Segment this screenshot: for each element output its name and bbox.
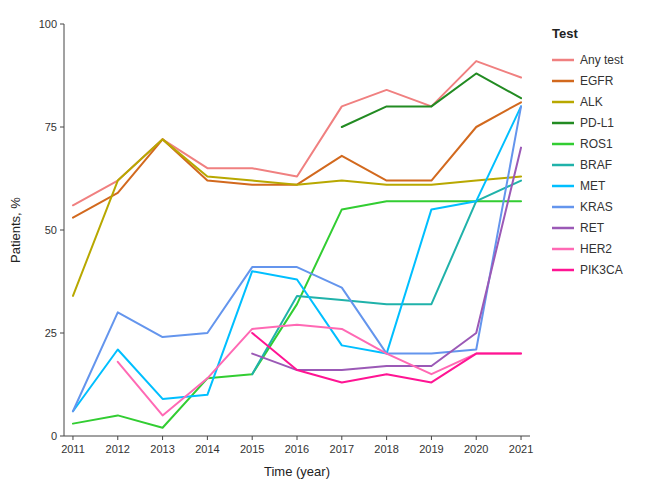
legend-swatch bbox=[552, 206, 574, 209]
legend-entry: ROS1 bbox=[580, 137, 613, 151]
legend-swatch bbox=[552, 185, 574, 188]
series-line bbox=[252, 333, 521, 382]
x-tick-label: 2017 bbox=[330, 443, 354, 455]
x-tick-label: 2018 bbox=[374, 443, 398, 455]
x-tick-label: 2011 bbox=[61, 443, 85, 455]
y-tick-label: 0 bbox=[51, 430, 57, 442]
x-tick bbox=[521, 436, 522, 440]
y-tick bbox=[60, 127, 64, 128]
y-tick bbox=[60, 436, 64, 437]
x-tick bbox=[117, 436, 118, 440]
x-tick-label: 2015 bbox=[240, 443, 264, 455]
legend-entry: Any test bbox=[580, 53, 624, 67]
legend-swatch bbox=[552, 59, 574, 62]
x-tick bbox=[207, 436, 208, 440]
legend: TestAny test EGFR ALK PD-L1 ROS1 BRAF MET KRAS R… bbox=[552, 26, 624, 277]
y-tick-label: 25 bbox=[45, 327, 57, 339]
x-tick-label: 2021 bbox=[509, 443, 533, 455]
legend-entry: ALK bbox=[580, 95, 603, 109]
x-tick-label: 2020 bbox=[464, 443, 488, 455]
x-tick bbox=[72, 436, 73, 440]
y-tick-label: 50 bbox=[45, 224, 57, 236]
x-tick-label: 2014 bbox=[195, 443, 219, 455]
legend-entry: EGFR bbox=[580, 74, 614, 88]
y-axis-label: Patients, % bbox=[8, 197, 23, 263]
x-axis-label: Time (year) bbox=[264, 464, 330, 479]
chart: 2011 2012 2013 2014 2015 2016 2017 2018 2019 2020… bbox=[0, 0, 660, 496]
series-line bbox=[73, 106, 521, 411]
series-line bbox=[252, 148, 521, 370]
y-tick bbox=[60, 24, 64, 25]
x-tick bbox=[476, 436, 477, 440]
series-line bbox=[118, 325, 521, 416]
series-line bbox=[252, 181, 521, 375]
legend-swatch bbox=[552, 248, 574, 251]
x-tick bbox=[431, 436, 432, 440]
legend-entry: MET bbox=[580, 179, 606, 193]
series-line bbox=[342, 73, 521, 127]
legend-entry: KRAS bbox=[580, 200, 613, 214]
legend-swatch bbox=[552, 227, 574, 230]
x-tick bbox=[162, 436, 163, 440]
x-tick bbox=[252, 436, 253, 440]
legend-entry: PIK3CA bbox=[580, 263, 623, 277]
legend-swatch bbox=[552, 101, 574, 104]
legend-entry: PD-L1 bbox=[580, 116, 614, 130]
plot-area bbox=[73, 61, 521, 428]
series-line bbox=[73, 139, 521, 296]
series-line bbox=[73, 106, 521, 411]
x-tick-label: 2019 bbox=[419, 443, 443, 455]
legend-entry: BRAF bbox=[580, 158, 612, 172]
x-tick bbox=[341, 436, 342, 440]
x-tick bbox=[297, 436, 298, 440]
legend-entry: RET bbox=[580, 221, 605, 235]
x-tick-label: 2016 bbox=[285, 443, 309, 455]
legend-swatch bbox=[552, 122, 574, 125]
x-tick-label: 2012 bbox=[106, 443, 130, 455]
y-tick bbox=[60, 230, 64, 231]
y-tick-label: 75 bbox=[45, 121, 57, 133]
legend-title: Test bbox=[552, 26, 578, 41]
y-tick-label: 100 bbox=[39, 18, 57, 30]
legend-swatch bbox=[552, 143, 574, 146]
series-line bbox=[73, 201, 521, 428]
x-tick bbox=[386, 436, 387, 440]
legend-entry: HER2 bbox=[580, 242, 612, 256]
y-tick bbox=[60, 333, 64, 334]
legend-swatch bbox=[552, 269, 574, 272]
legend-swatch bbox=[552, 80, 574, 83]
legend-swatch bbox=[552, 164, 574, 167]
x-tick-label: 2013 bbox=[150, 443, 174, 455]
